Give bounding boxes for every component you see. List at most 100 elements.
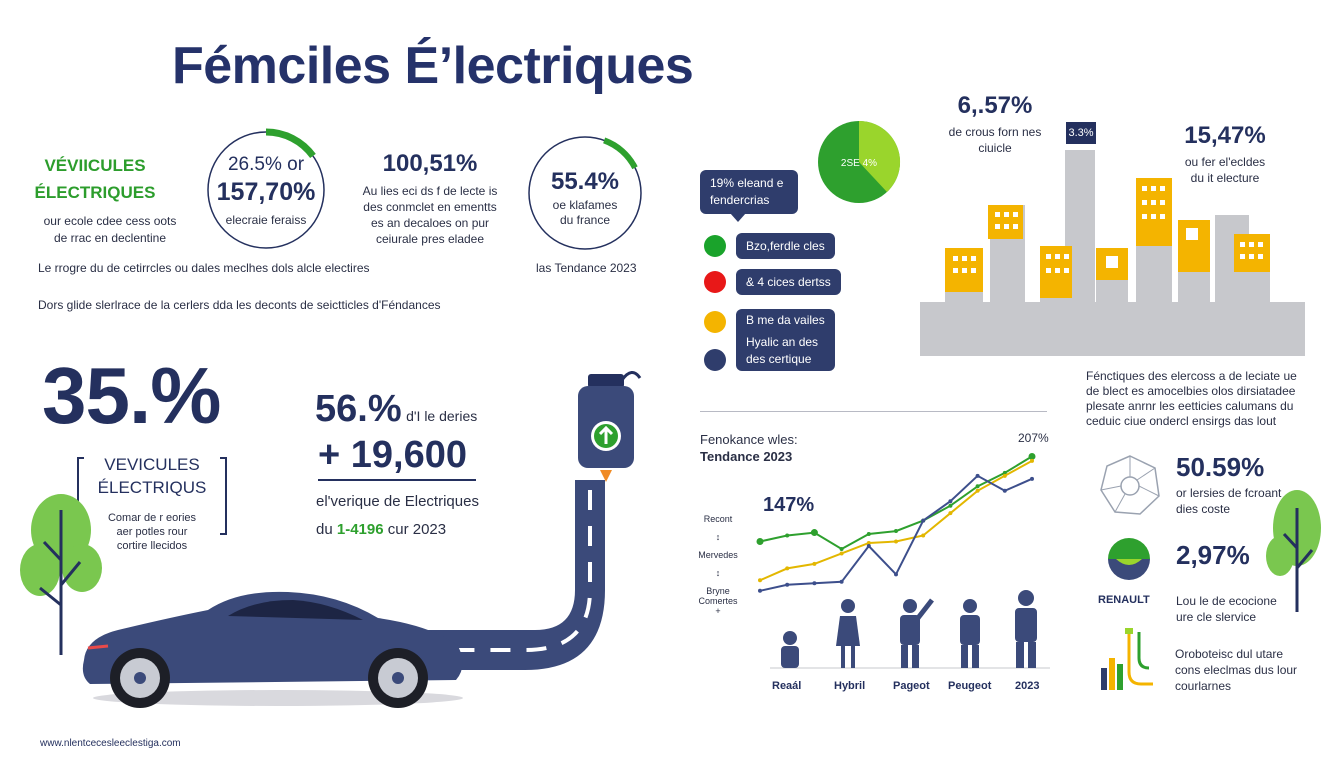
tree-icon — [20, 494, 102, 655]
bar-desc-line: Fénctiques des elercoss a de leciate ue — [1086, 369, 1297, 383]
ring-1-value: 157,70% — [216, 178, 316, 206]
bar-stat-b-line: du it electure — [1190, 171, 1260, 185]
right-stat-1-line: or lersies de fcroant — [1176, 486, 1282, 500]
vehicle-box-desc: Comar de r eories aer potles rour cortir… — [82, 511, 222, 553]
heading-line-2: ÉLECTRIQUES — [34, 183, 156, 202]
footer-url: www.nlentcecesleeclestiga.com — [40, 738, 181, 749]
stat-2-line: es an decaloes on pur — [370, 216, 490, 230]
legend-item-3-4: B me da vailes Hyalic an des des certiqu… — [736, 309, 835, 371]
line-point-s2-11 — [1030, 458, 1034, 463]
bar-stat-a-line: ciuicle — [978, 141, 1012, 155]
category-label: Reaál — [772, 680, 802, 692]
stat-block-2: 100,51% Au lies eci ds f de lecte is des… — [350, 150, 510, 247]
line-point-s1-4 — [839, 546, 844, 551]
ring-1-line-1: 26.5% or — [227, 154, 305, 175]
right-stat-2-line: ure cle slervice — [1176, 610, 1257, 624]
line-chart-top-right: 207% — [1018, 431, 1049, 445]
line-point-s3-5 — [866, 543, 871, 548]
brand-label: RENAULT — [1098, 594, 1150, 606]
bar-desc-line: plesate anrnr les eetticies calumans du — [1086, 399, 1294, 413]
bar-desc-line: ceduic ciue ondercl ensirgs das lout — [1086, 414, 1277, 428]
ring-1-label: elecraie feraiss — [225, 213, 307, 227]
ring-3-line: du france — [559, 213, 611, 227]
stat-line-1: el'verique de Electriques — [316, 493, 479, 510]
caption-1: Le rrogre du de cetirrcles ou dales mecl… — [38, 261, 370, 275]
category-label: Peugeot — [948, 680, 992, 692]
box-line-1: VEVICULES — [104, 455, 200, 474]
pie-label: 2SE 4% — [840, 158, 878, 169]
legend-tooltip: 19% eleand e fendercrias — [700, 170, 798, 214]
renault-logo — [1108, 538, 1150, 580]
bar-panel-description: Fénctiques des elercoss a de leciate ue … — [1086, 369, 1311, 429]
legend-item-3: B me da vailes — [746, 313, 825, 327]
box-line-2: ÉLECTRIQUS — [97, 478, 207, 497]
box-desc: Comar de r eories — [107, 512, 197, 524]
line-point-s1-1 — [756, 538, 764, 546]
tree-icon-right — [1266, 490, 1321, 612]
line-point-s1-5 — [866, 532, 871, 537]
line-point-s1-8 — [948, 503, 953, 508]
caption-1-right: las Tendance 2023 — [536, 261, 637, 275]
category-label: Pageot — [893, 680, 930, 692]
section-description: our ecole cdee cess oots de rrac en decl… — [30, 213, 190, 247]
big-percentage: 35.% — [42, 351, 221, 440]
legend-item-1: Bzo,ferdle cles — [736, 233, 835, 259]
bar-stat-a: 6,.57% de crous forn nes ciuicle — [930, 92, 1060, 156]
charger-icon — [578, 371, 642, 482]
line-point-s2-3 — [812, 561, 817, 566]
section-heading: VÉVIICULES ÉLECTRIQUES — [30, 152, 160, 206]
legend-item-4-line-2: des certique — [746, 352, 812, 366]
legend-dot-red — [704, 271, 726, 293]
bar-stat-b-line: ou fer el'ecldes — [1184, 155, 1266, 169]
bar-stat-b-value: 15,47% — [1184, 122, 1266, 149]
stat-line-2-highlight: 1-4196 — [336, 521, 384, 538]
legend-dot-green — [704, 235, 726, 257]
line-point-s3-7 — [921, 518, 926, 523]
line-point-s1-6 — [894, 529, 898, 534]
line-chart-title: Fenokance wles: Tendance 2023 — [700, 431, 798, 465]
page-title: Fémciles É’lectriques — [172, 37, 694, 95]
ring-3-content: 55.4% oe klafames du france — [524, 168, 646, 228]
stat-pct-label: d'I le deries — [406, 408, 478, 424]
line-point-s2-7 — [921, 533, 926, 538]
line-point-s1-2 — [785, 533, 790, 538]
line-point-s2-6 — [894, 539, 898, 544]
stat-line-2: du 1-4196 cur 2023 — [316, 521, 446, 538]
bar-stat-b: 15,47% ou fer el'ecldes du it electure — [1165, 122, 1285, 186]
side-label: Bryne — [706, 586, 730, 596]
line-chart-title-2: Tendance 2023 — [700, 449, 793, 464]
pie-chart — [818, 120, 901, 203]
line-point-s3-11 — [1030, 476, 1034, 481]
side-label: Mervedes — [698, 550, 738, 560]
stat-pct-row: 56.% d'I le deries — [315, 388, 477, 431]
right-desc-line: Oroboteisc dul utare — [1175, 647, 1284, 661]
network-icon — [1100, 455, 1160, 515]
line-point-s2-9 — [975, 488, 980, 493]
stat-pct-value: 56.% — [315, 388, 402, 430]
line-point-s3-10 — [1002, 488, 1007, 493]
right-stat-2: 2,97% Lou le de ecocione ure cle slervic… — [1176, 540, 1277, 625]
side-label: Comertes — [698, 596, 738, 606]
ring-3-value: 55.4% — [550, 168, 620, 195]
legend-item-4: Hyalic an des — [746, 335, 819, 349]
right-stat-2-value: 2,97% — [1176, 540, 1250, 570]
right-desc-line: courlarnes — [1175, 679, 1232, 693]
right-stat-1: 50.59% or lersies de fcroant dies coste — [1176, 452, 1281, 517]
line-point-s3-9 — [975, 473, 980, 478]
legend-dot-navy — [704, 349, 726, 371]
line-point-s3-4 — [839, 579, 844, 584]
tooltip-line-1: 19% eleand e — [710, 176, 784, 190]
line-point-s1-10 — [1002, 470, 1007, 475]
progress-ring-1 — [204, 128, 328, 252]
right-stat-2-line: Lou le de ecocione — [1176, 594, 1277, 608]
legend-item-2: & 4 cices dertss — [736, 269, 841, 295]
right-desc-line: cons eleclmas dus lour — [1175, 663, 1298, 677]
stat-line-2-prefix: du — [316, 521, 337, 538]
line-point-s1-9 — [975, 484, 980, 489]
car-illustration — [82, 591, 463, 708]
line-point-s2-8 — [948, 511, 953, 516]
desc-line: our ecole cdee cess oots — [43, 214, 177, 228]
section-divider — [700, 411, 1047, 412]
desc-line: de rrac en declentine — [53, 231, 167, 245]
line-point-s3-1 — [758, 588, 762, 593]
